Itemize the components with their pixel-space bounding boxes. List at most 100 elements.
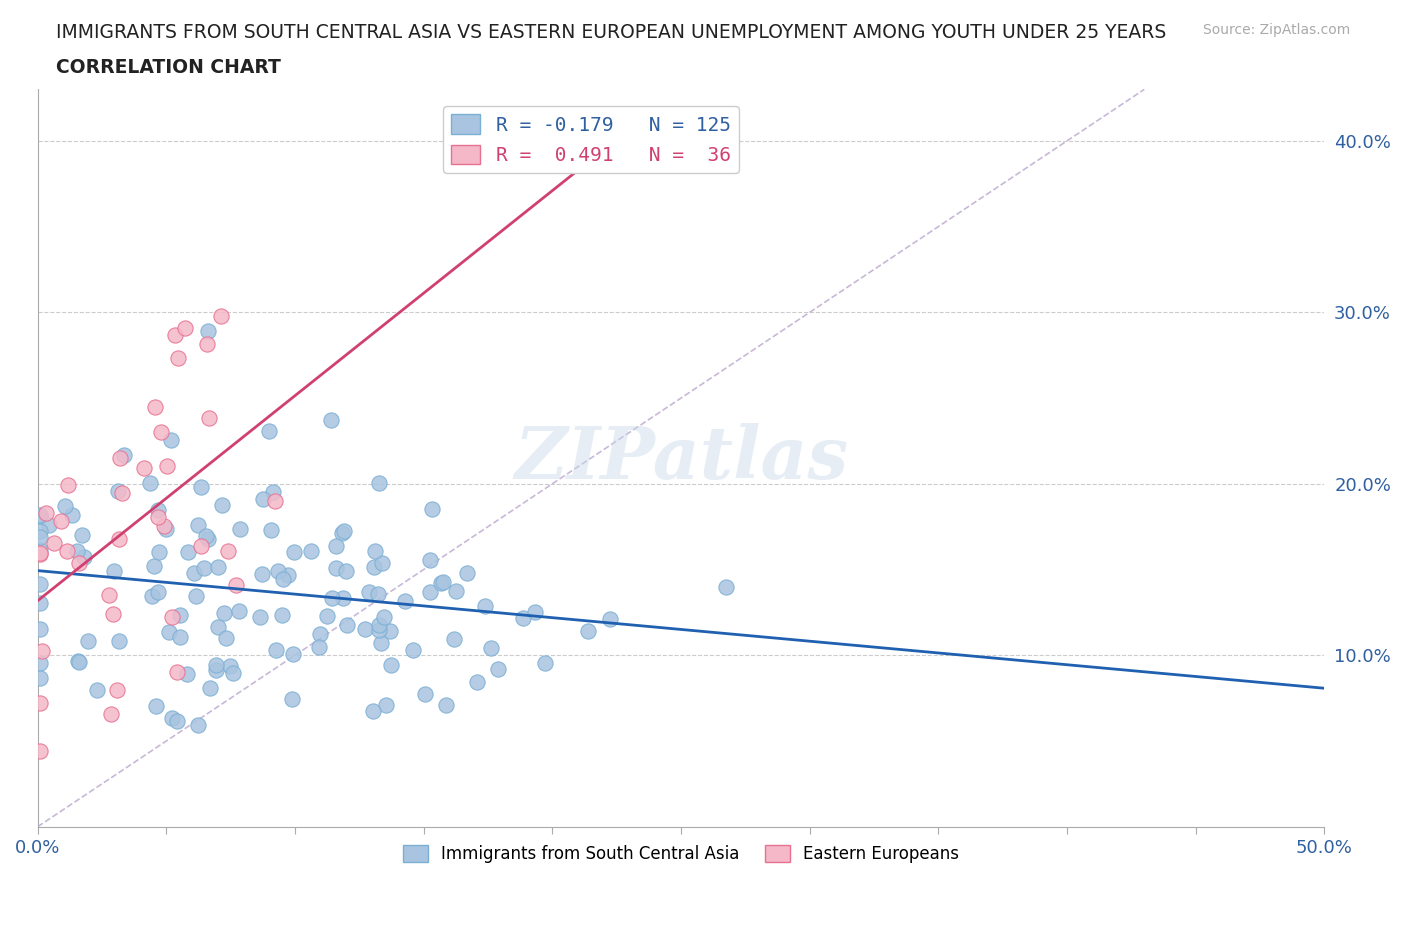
Point — [432, 575, 454, 590]
Point — [211, 498, 233, 512]
Point — [443, 631, 465, 646]
Point — [474, 598, 496, 613]
Point — [218, 543, 240, 558]
Point — [219, 658, 242, 673]
Point — [107, 633, 129, 648]
Point — [576, 624, 599, 639]
Point — [100, 707, 122, 722]
Point — [212, 606, 235, 621]
Point — [221, 666, 243, 681]
Point — [257, 423, 280, 438]
Point — [53, 498, 76, 513]
Point — [456, 565, 478, 580]
Point — [200, 681, 222, 696]
Point — [107, 484, 129, 498]
Point — [187, 718, 209, 733]
Point — [371, 555, 394, 570]
Point — [271, 607, 294, 622]
Point — [30, 621, 52, 636]
Point — [30, 596, 52, 611]
Point — [143, 399, 166, 414]
Point — [165, 327, 187, 342]
Point — [197, 531, 219, 546]
Point — [66, 654, 89, 669]
Point — [419, 585, 441, 600]
Point — [402, 643, 425, 658]
Point — [73, 550, 96, 565]
Point — [176, 667, 198, 682]
Point — [465, 674, 488, 689]
Point — [266, 642, 288, 657]
Point — [67, 555, 90, 570]
Point — [271, 571, 294, 586]
Point — [512, 611, 534, 626]
Point — [264, 494, 287, 509]
Point — [444, 583, 467, 598]
Point — [373, 609, 395, 624]
Text: IMMIGRANTS FROM SOUTH CENTRAL ASIA VS EASTERN EUROPEAN UNEMPLOYMENT AMONG YOUTH : IMMIGRANTS FROM SOUTH CENTRAL ASIA VS EA… — [56, 23, 1167, 42]
Point — [167, 351, 190, 365]
Point — [321, 591, 343, 605]
Point — [139, 475, 162, 490]
Point — [277, 568, 299, 583]
Point — [169, 630, 191, 644]
Point — [110, 450, 132, 465]
Point — [49, 513, 72, 528]
Point — [283, 544, 305, 559]
Point — [70, 527, 93, 542]
Point — [262, 485, 284, 499]
Point — [215, 631, 238, 645]
Point — [30, 529, 52, 544]
Point — [335, 564, 357, 578]
Point — [367, 587, 389, 602]
Point — [325, 539, 347, 554]
Point — [364, 543, 387, 558]
Point — [228, 604, 250, 618]
Point — [42, 535, 65, 550]
Point — [31, 644, 53, 658]
Point — [103, 564, 125, 578]
Point — [30, 547, 52, 562]
Point — [157, 624, 180, 639]
Point — [30, 524, 52, 538]
Point — [299, 543, 322, 558]
Point — [367, 618, 389, 632]
Point — [190, 538, 212, 553]
Point — [434, 698, 457, 712]
Point — [198, 411, 221, 426]
Point — [66, 543, 89, 558]
Point — [186, 588, 208, 603]
Point — [419, 553, 441, 568]
Point — [67, 655, 90, 670]
Point — [252, 566, 274, 581]
Point — [148, 545, 170, 560]
Point — [152, 519, 174, 534]
Point — [112, 447, 135, 462]
Point — [111, 485, 134, 500]
Point — [394, 593, 416, 608]
Point — [155, 522, 177, 537]
Point — [336, 618, 359, 632]
Point — [145, 698, 167, 713]
Point — [195, 528, 218, 543]
Point — [267, 564, 290, 578]
Point — [108, 532, 131, 547]
Point — [363, 559, 385, 574]
Point — [160, 610, 183, 625]
Point — [30, 671, 52, 685]
Point — [534, 656, 557, 671]
Point — [368, 476, 391, 491]
Point — [169, 607, 191, 622]
Point — [205, 658, 228, 673]
Point — [325, 560, 347, 575]
Point — [420, 501, 443, 516]
Point — [30, 656, 52, 671]
Point — [523, 604, 546, 619]
Point — [205, 662, 228, 677]
Text: ZIPatlas: ZIPatlas — [515, 422, 848, 494]
Point — [380, 658, 402, 672]
Point — [156, 458, 179, 473]
Point — [321, 412, 343, 427]
Point — [30, 696, 52, 711]
Point — [30, 744, 52, 759]
